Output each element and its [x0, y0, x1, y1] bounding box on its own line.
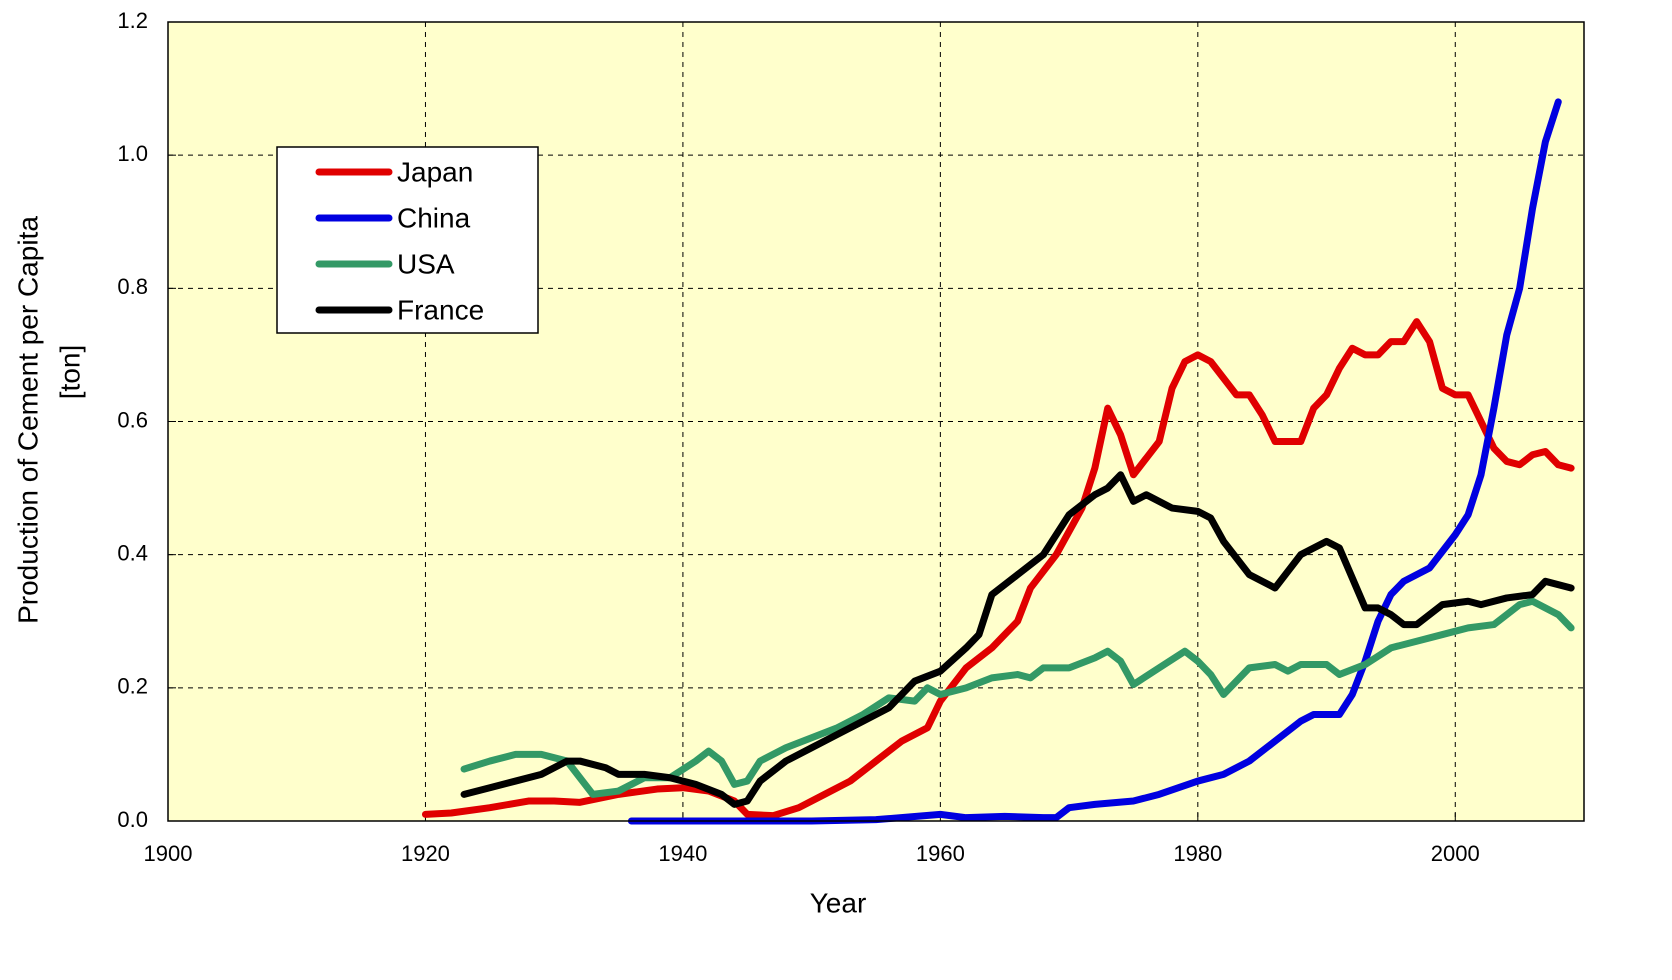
y-tick-label: 0.2: [117, 674, 148, 699]
data-line: [460, 597, 1575, 798]
y-tick-label: 0.8: [117, 274, 148, 299]
y-tick-label: 0.0: [117, 807, 148, 832]
data-line: [460, 471, 1575, 808]
x-tick-label: 1920: [401, 841, 450, 866]
y-axis-unit: [ton]: [54, 345, 85, 399]
data-line: [627, 98, 1562, 825]
plot-border: [167, 21, 1585, 822]
x-tick-label: 2000: [1431, 841, 1480, 866]
y-tick-label: 1.0: [117, 141, 148, 166]
legend-label: USA: [397, 248, 455, 279]
y-tick-label: 1.2: [117, 8, 148, 33]
y-axis-label: Production of Cement per Capita: [12, 216, 43, 624]
x-tick-label: 1900: [144, 841, 193, 866]
y-tick-label: 0.6: [117, 407, 148, 432]
y-tick-label: 0.4: [117, 540, 148, 565]
legend-box: [276, 146, 539, 334]
x-tick-label: 1960: [916, 841, 965, 866]
x-axis-label: Year: [810, 887, 867, 918]
x-tick-label: 1980: [1173, 841, 1222, 866]
legend-label: Japan: [397, 156, 473, 187]
x-tick-label: 1940: [658, 841, 707, 866]
legend-label: China: [397, 202, 471, 233]
legend-label: France: [397, 294, 484, 325]
